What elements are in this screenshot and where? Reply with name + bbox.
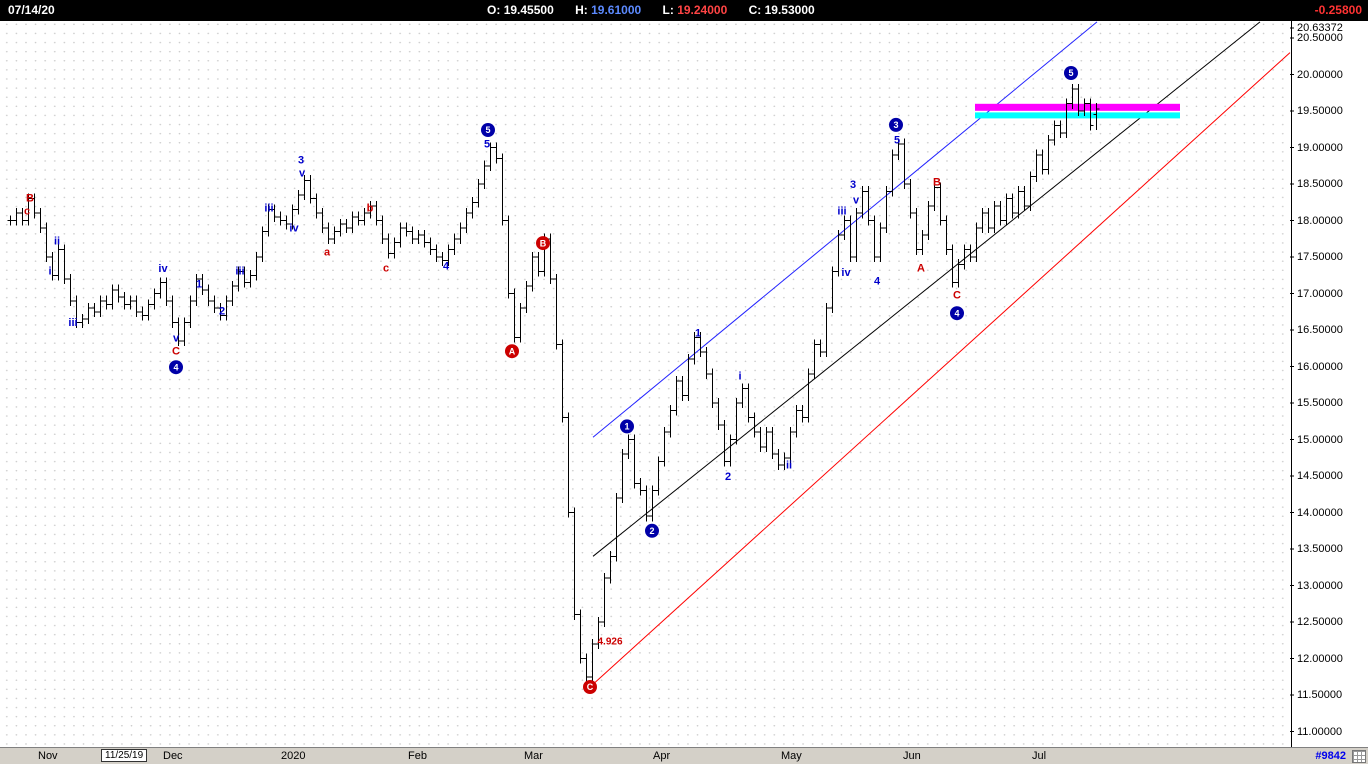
month-label: Apr: [653, 750, 671, 762]
month-label: Nov: [38, 750, 58, 762]
open-value: 19.45500: [503, 3, 554, 17]
low-value: 19.24000: [677, 3, 728, 17]
price-axis-label: 13.00000: [1297, 579, 1343, 592]
chart-date: 07/14/20: [8, 3, 55, 17]
price-axis-label: 19.00000: [1297, 141, 1343, 154]
high-label: H:: [575, 3, 588, 17]
month-label: Mar: [524, 750, 543, 762]
ohlc-header: 07/14/20 O: 19.45500 H: 19.61000 L: 19.2…: [0, 0, 1368, 21]
date-selector[interactable]: 11/25/19: [101, 749, 148, 762]
chart-canvas[interactable]: [0, 21, 1291, 747]
price-axis-label: 15.50000: [1297, 397, 1343, 409]
price-axis-label: 18.50000: [1297, 178, 1343, 190]
price-axis-label: 17.50000: [1297, 251, 1343, 263]
price-axis-label: 14.50000: [1297, 470, 1343, 482]
price-axis-label: 15.00000: [1297, 433, 1343, 446]
month-label: May: [781, 750, 802, 762]
price-axis-label: 19.50000: [1297, 105, 1343, 117]
price-axis-label: 12.00000: [1297, 652, 1343, 665]
net-change: -0.25800: [1314, 3, 1362, 17]
price-axis-label: 14.00000: [1297, 506, 1343, 519]
price-axis-label: 20.00000: [1297, 68, 1343, 81]
low-label: L:: [662, 3, 674, 17]
close-value: 19.53000: [764, 3, 815, 17]
price-axis-label: 20.50000: [1297, 32, 1343, 44]
price-axis-label: 16.50000: [1297, 324, 1343, 336]
price-axis-label: 11.00000: [1297, 725, 1343, 738]
price-axis-label: 12.50000: [1297, 616, 1343, 628]
month-label: 2020: [281, 750, 306, 762]
price-axis-label: 18.00000: [1297, 214, 1343, 227]
price-axis-label: 11.50000: [1297, 689, 1343, 701]
resize-grip-icon[interactable]: [1352, 750, 1366, 763]
price-axis-label: 17.00000: [1297, 287, 1343, 300]
open-label: O:: [487, 3, 501, 17]
price-axis-label: 16.00000: [1297, 360, 1343, 373]
month-label: Jun: [903, 750, 921, 762]
price-axis-label: 13.50000: [1297, 543, 1343, 555]
month-label: Jul: [1032, 750, 1047, 762]
symbol-number: #9842: [1315, 750, 1346, 762]
price-axis-label: 20.63372: [1297, 22, 1343, 35]
price-axis: 20.63372 20.50000 20.00000 19.50000 19.00000…: [1291, 21, 1368, 747]
month-label: Feb: [408, 750, 427, 762]
ohlc-values: O: 19.45500 H: 19.61000 L: 19.24000 C: 1…: [487, 0, 833, 21]
close-label: C:: [748, 3, 762, 17]
high-value: 19.61000: [591, 3, 642, 17]
time-axis: 11/25/19 #9842 Nov Dec 2020 Feb Mar Apr May Jun…: [0, 747, 1368, 764]
month-label: Dec: [163, 750, 183, 762]
